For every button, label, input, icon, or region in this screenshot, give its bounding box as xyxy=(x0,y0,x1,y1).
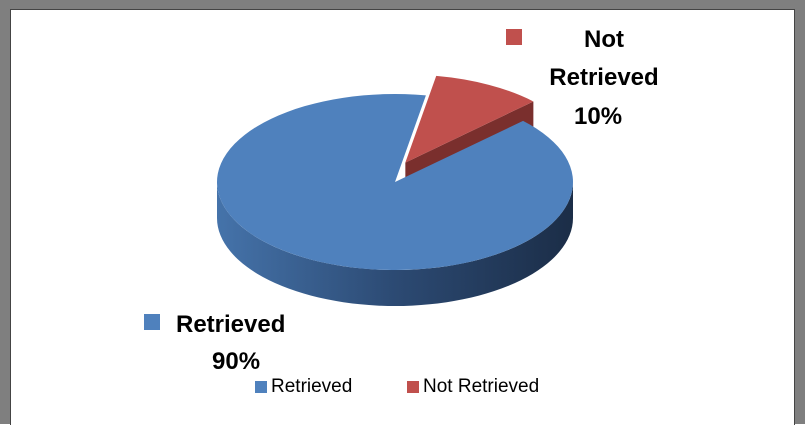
legend-label: Retrieved xyxy=(271,376,353,397)
label-marker xyxy=(506,29,522,45)
legend-swatch xyxy=(255,381,267,393)
pie-slice xyxy=(405,75,534,163)
data-label-value: 10% xyxy=(574,103,623,130)
legend-label: Not Retrieved xyxy=(423,376,540,397)
data-label-category: Retrieved xyxy=(176,311,286,338)
pie-slice-side xyxy=(217,182,573,306)
pie-slice xyxy=(216,94,573,271)
legend-swatch xyxy=(407,381,419,393)
label-marker xyxy=(144,314,160,330)
data-label-value: 90% xyxy=(212,348,261,375)
data-label-category: Not Retrieved xyxy=(549,26,659,91)
